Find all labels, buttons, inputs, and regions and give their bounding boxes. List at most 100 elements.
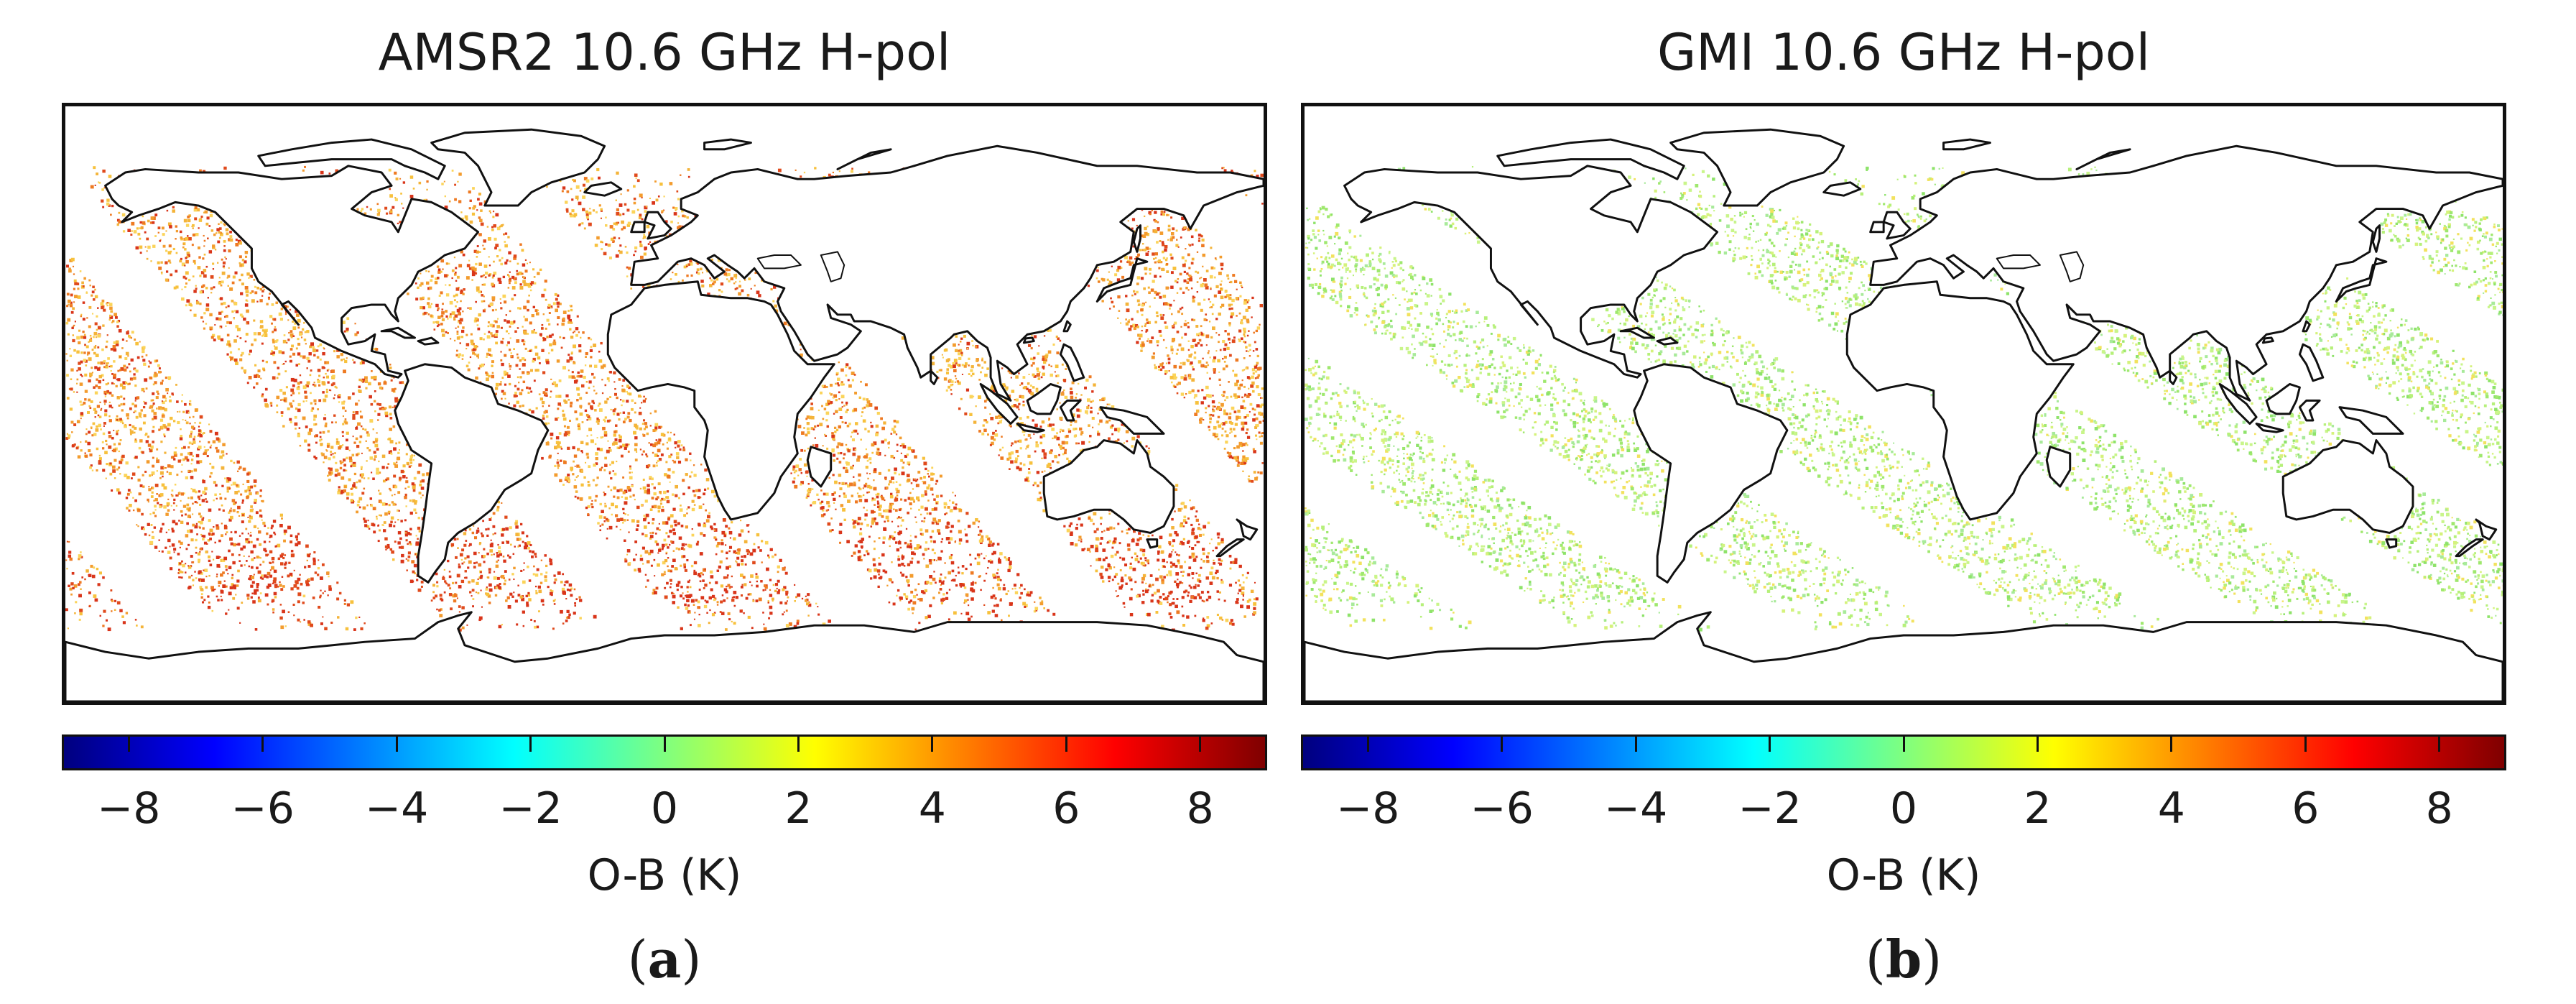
observation-point <box>486 356 488 358</box>
observation-point <box>743 540 748 544</box>
observation-point <box>1230 561 1233 564</box>
observation-point <box>178 570 182 574</box>
observation-point <box>677 215 680 218</box>
observation-point <box>1192 368 1195 371</box>
observation-point <box>223 166 227 170</box>
observation-point <box>1059 445 1062 448</box>
observation-point <box>523 545 527 550</box>
observation-point <box>179 576 182 579</box>
observation-point <box>231 583 234 586</box>
observation-point <box>772 285 777 289</box>
observation-point <box>958 571 960 574</box>
observation-point <box>603 252 607 256</box>
observation-point <box>317 345 320 348</box>
observation-point <box>916 478 919 481</box>
observation-point <box>1108 437 1111 441</box>
observation-point <box>250 550 254 554</box>
observation-point <box>108 303 113 307</box>
observation-point <box>212 244 216 248</box>
observation-point <box>569 328 572 331</box>
observation-point <box>1230 619 1233 622</box>
observation-point <box>1253 598 1256 601</box>
observation-point <box>1226 274 1229 277</box>
observation-point <box>725 268 728 272</box>
observation-point <box>575 490 578 493</box>
observation-point <box>456 301 458 303</box>
observation-point <box>604 384 607 387</box>
observation-point <box>740 585 743 589</box>
observation-point <box>190 496 193 499</box>
observation-point <box>1251 368 1256 372</box>
observation-point <box>188 402 191 405</box>
observation-point <box>504 261 508 265</box>
observation-point <box>290 587 294 591</box>
observation-point <box>954 540 956 543</box>
observation-point <box>588 428 593 432</box>
observation-point <box>667 517 670 521</box>
observation-point <box>1193 296 1196 299</box>
observation-point <box>1157 589 1160 593</box>
observation-point <box>304 165 306 168</box>
observation-point <box>966 347 968 350</box>
observation-point <box>233 339 237 343</box>
observation-point <box>772 584 775 586</box>
observation-point <box>1261 462 1264 464</box>
observation-point <box>157 261 160 264</box>
observation-point <box>1181 336 1184 339</box>
observation-point <box>604 400 608 404</box>
observation-point <box>1145 329 1149 332</box>
observation-point <box>216 524 219 528</box>
observation-point <box>353 464 356 467</box>
observation-point <box>940 584 942 586</box>
observation-point <box>1049 471 1051 474</box>
observation-point <box>121 386 126 390</box>
observation-point <box>293 584 297 588</box>
observation-point <box>298 427 301 429</box>
observation-point <box>717 258 721 262</box>
observation-point <box>1209 356 1211 359</box>
observation-point <box>259 592 262 594</box>
observation-point <box>165 270 169 273</box>
observation-point <box>526 602 529 604</box>
observation-point <box>297 408 301 413</box>
observation-point <box>866 453 868 456</box>
observation-point <box>490 332 493 335</box>
observation-point <box>185 304 187 307</box>
observation-point <box>675 209 677 211</box>
observation-point <box>1247 392 1251 397</box>
observation-point <box>332 453 334 455</box>
observation-point <box>503 559 506 563</box>
observation-point <box>1181 582 1184 584</box>
observation-point <box>657 195 660 198</box>
observation-point <box>377 208 381 213</box>
observation-point <box>340 476 345 480</box>
observation-point <box>1251 296 1254 300</box>
observation-point <box>965 533 968 537</box>
observation-point <box>1220 579 1223 581</box>
observation-point <box>175 270 178 273</box>
observation-point <box>646 432 649 436</box>
observation-point <box>1197 527 1200 530</box>
observation-point <box>73 584 78 588</box>
observation-point <box>605 243 608 246</box>
observation-point <box>534 331 537 334</box>
observation-point <box>838 461 842 464</box>
observation-point <box>823 492 826 496</box>
observation-point <box>377 413 381 416</box>
observation-point <box>200 593 203 595</box>
observation-point <box>264 387 268 391</box>
observation-point <box>432 321 435 324</box>
observation-point <box>1205 411 1207 414</box>
observation-point <box>496 505 500 509</box>
observation-point <box>1137 333 1141 337</box>
observation-point <box>407 555 411 558</box>
observation-point <box>642 434 646 437</box>
observation-point <box>1070 395 1074 400</box>
observation-point <box>620 517 624 522</box>
observation-point <box>115 343 119 346</box>
observation-point <box>1026 593 1029 597</box>
observation-point <box>755 575 759 579</box>
observation-point <box>202 527 205 530</box>
observation-point <box>443 576 445 578</box>
observation-point <box>230 356 234 361</box>
